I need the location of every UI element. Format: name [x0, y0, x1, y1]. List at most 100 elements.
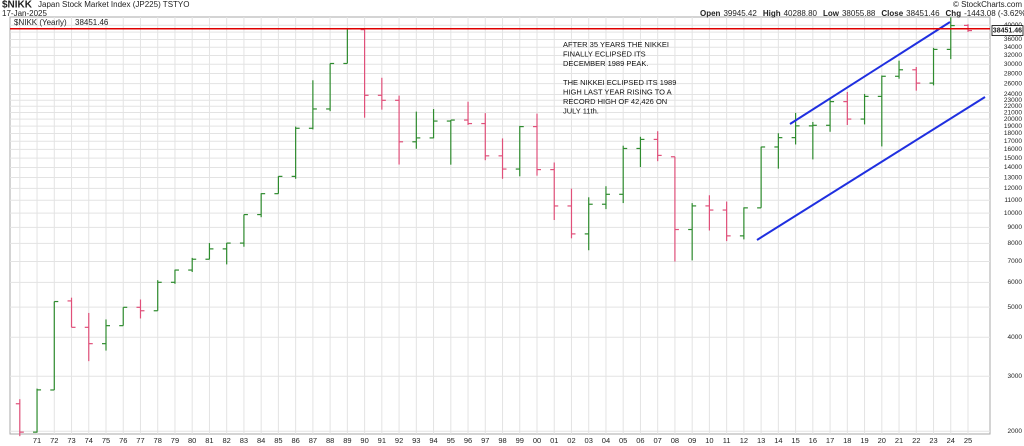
x-tick-label: 03	[585, 436, 593, 445]
x-tick-label: 72	[50, 436, 58, 445]
credit: © StockCharts.com	[953, 0, 1022, 9]
x-tick-label: 18	[843, 436, 851, 445]
x-tick-label: 17	[826, 436, 834, 445]
quote-label: High	[763, 9, 781, 18]
quote-value: 39945.42	[723, 9, 757, 18]
x-tick-label: 09	[688, 436, 696, 445]
x-tick-label: 74	[85, 436, 93, 445]
y-tick-label: 26000	[1004, 80, 1022, 87]
x-tick-label: 82	[223, 436, 231, 445]
legend-value: 38451.46	[75, 18, 109, 27]
trendline-lower	[756, 96, 986, 241]
quote-value: 38451.46	[906, 9, 940, 18]
y-tick-label: 18000	[1004, 130, 1022, 137]
y-tick-label: 36000	[1004, 36, 1022, 43]
x-tick-label: 86	[291, 436, 299, 445]
x-tick-label: 00	[533, 436, 541, 445]
grid	[10, 17, 990, 434]
x-tick-label: 01	[550, 436, 558, 445]
y-tick-label: 14000	[1004, 164, 1022, 171]
x-tick-label: 05	[619, 436, 627, 445]
quote-value: 40288.80	[784, 9, 818, 18]
y-tick-label: 13000	[1004, 174, 1022, 181]
x-tick-label: 94	[429, 436, 437, 445]
y-tick-label: 34000	[1004, 44, 1022, 51]
y-tick-label: 28000	[1004, 70, 1022, 77]
x-tick-label: 89	[343, 436, 351, 445]
y-tick-label: 4000	[1008, 334, 1023, 341]
x-tick-label: 10	[705, 436, 713, 445]
x-tick-label: 04	[602, 436, 610, 445]
legend: $NIKK (Yearly)	[14, 18, 67, 27]
plot-area	[9, 16, 991, 435]
y-tick-label: 11000	[1004, 197, 1022, 204]
x-tick-label: 22	[912, 436, 920, 445]
quote-label: Open	[700, 9, 721, 18]
x-tick-label: 85	[274, 436, 282, 445]
x-tick-label: 75	[102, 436, 110, 445]
y-tick-label: 32000	[1004, 52, 1022, 59]
subtitle: Japan Stock Market Index (JP225) TSTYO	[38, 0, 189, 9]
annotation-line: HIGH LAST YEAR RISING TO A	[563, 87, 672, 96]
annotation-line: RECORD HIGH OF 42,426 ON	[563, 97, 667, 106]
x-tick-label: 93	[412, 436, 420, 445]
x-tick-label: 71	[33, 436, 41, 445]
date: 17-Jan-2025	[2, 9, 47, 18]
x-tick-label: 76	[119, 436, 127, 445]
x-tick-label: 92	[395, 436, 403, 445]
x-tick-label: 08	[671, 436, 679, 445]
x-tick-label: 23	[929, 436, 937, 445]
x-tick-label: 14	[774, 436, 782, 445]
x-tick-label: 88	[326, 436, 334, 445]
x-tick-label: 25	[964, 436, 972, 445]
x-tick-label: 83	[240, 436, 248, 445]
y-tick-label: 21000	[1004, 109, 1022, 116]
x-tick-label: 84	[257, 436, 265, 445]
y-tick-label: 9000	[1008, 224, 1023, 231]
x-tick-label: 79	[171, 436, 179, 445]
x-tick-label: 06	[636, 436, 644, 445]
x-tick-label: 20	[878, 436, 886, 445]
y-tick-label: 2000	[1008, 428, 1023, 435]
x-tick-label: 15	[791, 436, 799, 445]
annotation-line: AFTER 35 YEARS THE NIKKEI	[563, 40, 669, 49]
y-tick-label: 8000	[1008, 240, 1023, 247]
x-tick-label: 97	[481, 436, 489, 445]
x-tick-label: 12	[740, 436, 748, 445]
y-tick-label: 16000	[1004, 146, 1022, 153]
bars	[15, 17, 972, 437]
x-tick-label: 80	[188, 436, 196, 445]
quote-value: 38055.88	[842, 9, 876, 18]
y-tick-label: 10000	[1004, 210, 1022, 217]
x-tick-label: 78	[154, 436, 162, 445]
quote-label: Chg	[946, 9, 962, 18]
annotation-line: DECEMBER 1989 PEAK.	[563, 59, 648, 68]
x-tick-label: 02	[567, 436, 575, 445]
x-tick-label: 95	[447, 436, 455, 445]
title: $NIKK	[2, 0, 33, 11]
quote-value: -1443.08 (-3.62%)	[964, 9, 1024, 18]
x-tick-label: 11	[723, 436, 731, 445]
y-tick-label: 20000	[1004, 116, 1022, 123]
x-tick-label: 16	[809, 436, 817, 445]
y-tick-label: 3000	[1008, 373, 1023, 380]
y-tick-label: 6000	[1008, 279, 1023, 286]
x-tick-label: 07	[654, 436, 662, 445]
x-tick-label: 81	[205, 436, 213, 445]
y-tick-label: 23000	[1004, 97, 1022, 104]
annotation-line: JULY 11th.	[563, 106, 599, 115]
y-tick-label: 30000	[1004, 61, 1022, 68]
x-tick-label: 13	[757, 436, 765, 445]
x-tick-label: 99	[516, 436, 524, 445]
y-tick-label: 17000	[1004, 138, 1022, 145]
x-tick-label: 96	[464, 436, 472, 445]
y-tick-label: 5000	[1008, 304, 1023, 311]
quote-label: Low	[823, 9, 840, 18]
x-tick-label: 87	[309, 436, 317, 445]
x-tick-label: 91	[378, 436, 386, 445]
x-tick-label: 98	[498, 436, 506, 445]
y-tick-label: 22000	[1004, 103, 1022, 110]
y-tick-label: 24000	[1004, 91, 1022, 98]
x-tick-label: 24	[947, 436, 955, 445]
